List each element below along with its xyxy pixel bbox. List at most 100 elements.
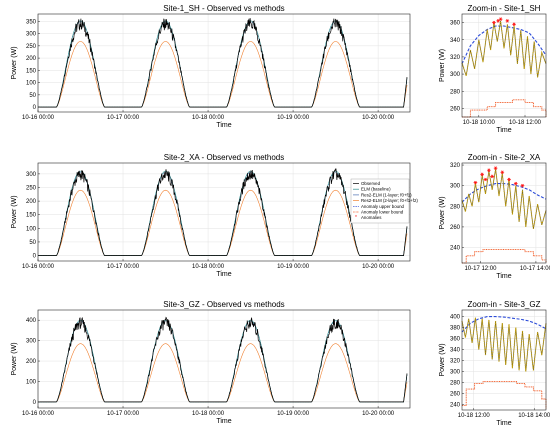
anomaly-stroke <box>484 177 487 182</box>
y-tick-label: 340 <box>450 38 461 44</box>
series-line-observed <box>38 316 408 403</box>
y-axis-label: Power (W) <box>439 343 446 376</box>
upper-bound-line <box>461 183 547 203</box>
series-line-observed <box>38 17 408 108</box>
y-tick-label: 240 <box>450 403 461 409</box>
upper-bound-line <box>461 25 547 65</box>
x-tick-label: 10-17 00:00 <box>107 115 140 121</box>
y-tick-label: 300 <box>450 370 461 376</box>
anomaly-stroke <box>496 19 500 23</box>
x-tick-label: 10-16 00:00 <box>22 115 55 121</box>
x-tick-label: 10-19 00:00 <box>277 264 310 270</box>
y-tick-label: 280 <box>450 89 461 95</box>
x-tick-label: 10-18 00:00 <box>192 411 225 417</box>
legend-entry: Anomalies <box>361 215 382 220</box>
y-tick-label: 300 <box>26 32 37 38</box>
legend-entry: Observed <box>361 181 381 186</box>
anomaly-point <box>493 166 498 170</box>
y-axis-label: Power (W) <box>439 49 446 82</box>
y-tick-label: 300 <box>26 172 37 178</box>
anomaly-point <box>490 174 495 179</box>
y-tick-label: 0 <box>33 400 37 406</box>
y-tick-label: 260 <box>450 106 461 112</box>
lower-bound-line <box>462 249 547 264</box>
y-tick-label: 200 <box>26 56 37 62</box>
series-line-observed <box>38 168 408 256</box>
lower-bound-line <box>462 380 547 409</box>
x-tick-label: 10-18 00:00 <box>192 115 225 121</box>
zoom-chart-3: 10-18 10:00 10-18 12:00 260 280 300 320 340 360… <box>439 4 547 134</box>
plot-area <box>38 14 410 112</box>
anomaly-stroke <box>506 19 509 23</box>
y-tick-label: 240 <box>450 246 461 252</box>
legend-entry: Res2-ELM (2-layer; f0+f1+f2) <box>361 198 418 203</box>
axes-frame <box>461 309 547 411</box>
zoom-chart-5: 10-18 12:00 10-18 14:00 240 260 280 300 320 340… <box>439 300 550 427</box>
y-tick-label: 260 <box>450 225 461 231</box>
chart-title: Zoom-in - Site-2_XA <box>468 153 541 162</box>
x-tick-label: 10-16 00:00 <box>22 264 55 270</box>
chart-title: Zoom-in - Site-1_SH <box>468 4 541 13</box>
anomaly-point <box>507 177 511 182</box>
x-tick-label: 10-20 00:00 <box>362 411 395 417</box>
anomaly-point <box>500 170 505 175</box>
y-tick-label: 150 <box>26 68 37 74</box>
anomaly-stroke <box>507 177 511 182</box>
anomaly-point <box>473 180 478 185</box>
axes-frame <box>461 13 547 118</box>
chart-title: Site-1_SH - Observed vs methods <box>163 4 284 13</box>
legend-entry: Res2-ELM (1-layer; f0+f1) <box>361 192 412 197</box>
anomaly-stroke <box>490 174 494 179</box>
y-tick-label: 360 <box>450 21 461 27</box>
anomaly-point <box>483 177 488 182</box>
anomaly-stroke <box>499 17 502 21</box>
axes-frame <box>37 13 411 113</box>
legend-box <box>350 178 410 224</box>
anomaly-point <box>520 183 525 188</box>
y-tick-label: 280 <box>450 381 461 387</box>
y-tick-label: 400 <box>26 318 37 324</box>
anomaly-stroke <box>480 172 484 177</box>
anomaly-point <box>513 181 518 186</box>
x-tick-label: 10-20 00:00 <box>362 115 395 121</box>
y-tick-label: 50 <box>29 240 36 246</box>
anomaly-point <box>512 22 516 27</box>
x-tick-label: 10-17 12:00 <box>464 266 497 272</box>
y-tick-label: 380 <box>450 326 461 332</box>
y-tick-label: 100 <box>26 81 37 87</box>
x-tick-label: 10-17 14:00 <box>520 266 550 272</box>
axes-frame <box>37 162 411 262</box>
y-tick-label: 100 <box>26 226 37 232</box>
y-tick-label: 260 <box>450 392 461 398</box>
y-tick-label: 100 <box>26 379 37 385</box>
legend-entry: Anomaly upper bound <box>361 204 405 209</box>
y-axis-label: Power (W) <box>439 196 446 229</box>
y-tick-label: 320 <box>450 163 461 169</box>
y-tick-label: 300 <box>26 339 37 345</box>
legend-entry: Anomaly lower bound <box>361 210 404 215</box>
observed-dotted-line <box>461 169 547 230</box>
observed-dotted-line <box>461 20 547 78</box>
y-tick-label: 200 <box>26 359 37 365</box>
y-axis-label: Power (W) <box>11 342 18 375</box>
x-tick-label: 10-17 00:00 <box>107 411 140 417</box>
anomaly-point <box>492 20 496 25</box>
y-tick-label: 150 <box>26 213 37 219</box>
x-axis-label: Time <box>496 420 511 427</box>
y-tick-label: 280 <box>450 204 461 210</box>
anomaly-point <box>498 17 503 21</box>
x-tick-label: 10-18 12:00 <box>458 413 491 419</box>
x-axis-label: Time <box>496 273 511 280</box>
x-axis-label: Time <box>496 127 511 134</box>
y-tick-label: 360 <box>450 337 461 343</box>
anomaly-point <box>480 172 484 177</box>
y-tick-label: 340 <box>450 348 461 354</box>
anomaly-stroke <box>494 166 497 170</box>
axes-frame <box>37 309 411 409</box>
lower-bound-line <box>462 99 547 118</box>
legend-entry: ELM (baseline) <box>361 187 391 192</box>
anomaly-stroke <box>512 22 516 27</box>
x-axis-label: Time <box>216 271 231 278</box>
